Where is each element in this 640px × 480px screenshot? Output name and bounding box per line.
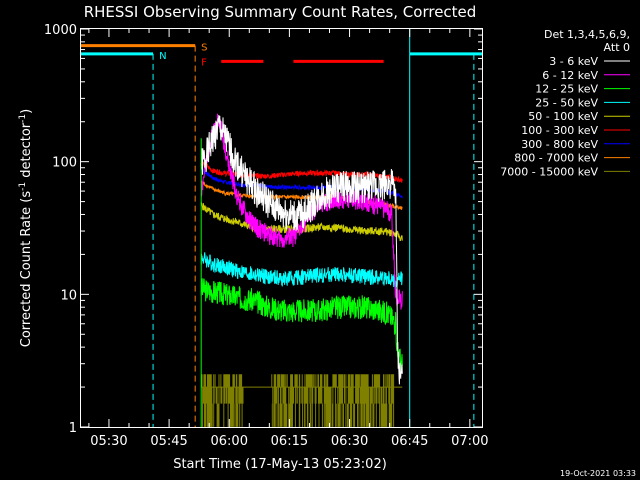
x-tick-label: 05:30 xyxy=(90,434,127,449)
flare-label: F xyxy=(201,57,207,68)
series-line-2 xyxy=(200,278,403,371)
x-tick-label: 06:30 xyxy=(331,434,368,449)
series-line-0 xyxy=(200,115,403,385)
legend-header-1: Det 1,3,4,5,6,9, xyxy=(544,28,630,41)
saa-label: S xyxy=(201,43,207,54)
x-tick-label: 06:15 xyxy=(271,434,308,449)
legend-label: 7000 - 15000 keV xyxy=(500,165,598,178)
y-tick-label: 1 xyxy=(69,421,77,436)
y-axis-label-sup2: -1 xyxy=(18,114,28,123)
y-tick-label: 1000 xyxy=(44,23,77,38)
legend-label: 12 - 25 keV xyxy=(535,83,598,96)
chart-title: RHESSI Observing Summary Count Rates, Co… xyxy=(84,3,477,21)
legend-label: 50 - 100 keV xyxy=(528,110,598,123)
legend-label: 300 - 800 keV xyxy=(521,138,598,151)
status-flags: N SF xyxy=(81,29,482,427)
plot-area xyxy=(200,113,403,427)
y-axis-label-main: Corrected Count Rate (s xyxy=(19,191,34,348)
y-tick-label: 100 xyxy=(52,156,77,171)
x-tick-label: 05:45 xyxy=(150,434,187,449)
series-line-3 xyxy=(200,252,403,290)
legend-label: 100 - 300 keV xyxy=(521,124,598,137)
x-tick-label: 07:00 xyxy=(451,434,488,449)
x-axis-label: Start Time (17-May-13 05:23:02) xyxy=(173,457,387,472)
legend-label: 3 - 6 keV xyxy=(549,55,598,68)
legend-label: 6 - 12 keV xyxy=(542,69,598,82)
y-axis-ticks: 1 10 100 1000 xyxy=(44,23,482,436)
orbit-night-label: N xyxy=(159,51,166,62)
x-tick-label: 06:00 xyxy=(211,434,248,449)
legend-label: 800 - 7000 keV xyxy=(514,152,598,165)
legend-header-2: Att 0 xyxy=(604,41,630,54)
y-axis-label: Corrected Count Rate (s-1 detector-1) xyxy=(18,109,34,347)
y-axis-label-end: ) xyxy=(19,109,34,114)
legend-label: 25 - 50 keV xyxy=(535,96,598,109)
plot-frame xyxy=(80,28,483,428)
timestamp: 19-Oct-2021 03:33 xyxy=(560,469,636,478)
y-axis-label-sup1: -1 xyxy=(18,182,28,191)
y-tick-label: 10 xyxy=(60,288,77,303)
series-line-1 xyxy=(200,113,403,310)
x-tick-label: 06:45 xyxy=(391,434,428,449)
x-axis-ticks: 05:30 05:45 06:00 06:15 06:30 06:45 07:00 xyxy=(88,29,489,449)
y-axis-label-mid: detector xyxy=(19,122,34,182)
